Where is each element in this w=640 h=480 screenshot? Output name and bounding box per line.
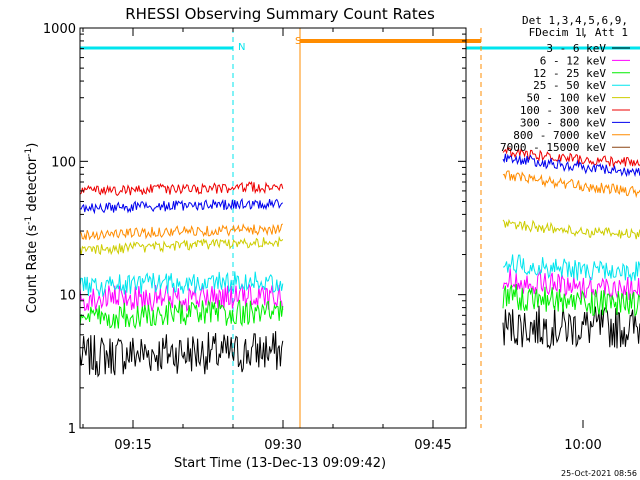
y-tick-label-3: 1000 [43,22,76,37]
chart-title: RHESSI Observing Summary Count Rates [125,5,435,23]
series-layer [79,145,640,378]
legend-label-7: 800 - 7000 keV [513,129,606,142]
series-trace-7-1 [502,170,640,199]
legend-label-6: 300 - 800 keV [520,116,606,129]
legend-header-0: Det 1,3,4,5,6,9, [522,14,628,27]
y-axis-label-sup1: -1 [24,216,34,225]
night-flag-label: N [238,42,245,53]
flag-layer: NS [80,28,640,428]
series-800-7000-kev [79,170,640,241]
x-tick-label-1: 09:30 [264,438,301,453]
y-axis-label-sup2: -1 [24,148,34,157]
series-trace-3-0 [79,271,284,298]
series-trace-0-1 [502,305,640,350]
series-300-800-kev [79,153,640,215]
legend-label-0: 3 - 6 keV [546,42,606,55]
y-tick-label-2: 100 [51,155,76,170]
legend-label-1: 6 - 12 keV [540,54,607,67]
y-axis-label-main: Count Rate (s [25,225,40,314]
y-axis-label-end: ) [25,143,40,148]
saa-flag-label: S [295,36,301,47]
series-trace-5-1 [502,145,640,169]
x-axis-label: Start Time (13-Dec-13 09:09:42) [174,456,386,471]
plot-frame [79,27,467,429]
x-tick-label-0: 09:15 [114,438,151,453]
y-axis-label: Count Rate (s-1 detector-1) [24,143,40,314]
x-tick-label-2: 09:45 [414,438,451,453]
series-25-50-kev [79,254,640,298]
series-6-12-kev [79,268,640,313]
series-trace-7-0 [79,223,284,241]
y-axis: 1 10 100 1000 [43,22,466,437]
series-50-100-kev [79,218,640,256]
series-trace-6-1 [502,153,640,178]
y-tick-label-0: 1 [68,422,76,437]
legend-header-1: FDecim 1, Att 1 [529,26,628,39]
series-12-25-kev [79,283,640,330]
series-trace-0-0 [79,331,284,378]
series-trace-2-0 [79,299,284,330]
series-3-6-kev [79,305,640,378]
legend-label-5: 100 - 300 keV [520,104,606,117]
series-trace-4-0 [79,235,284,256]
series-trace-6-0 [79,197,284,215]
x-tick-label-3: 10:00 [564,438,601,453]
footer-timestamp: 25-Oct-2021 08:56 [561,469,637,478]
series-trace-3-1 [502,254,640,282]
series-trace-4-1 [502,218,640,240]
y-tick-label-1: 10 [59,289,76,304]
series-100-300-kev [79,145,640,197]
legend-label-4: 50 - 100 keV [527,92,607,105]
legend-label-2: 12 - 25 keV [533,67,606,80]
series-trace-2-1 [502,283,640,317]
legend-label-3: 25 - 50 keV [533,79,606,92]
series-trace-1-0 [79,283,284,313]
y-axis-label-mid: detector [25,156,40,216]
legend-label-8: 7000 - 15000 keV [500,141,606,154]
series-trace-5-0 [79,181,284,197]
legend: Det 1,3,4,5,6,9,FDecim 1, Att 1 3 - 6 keV… [500,14,630,154]
